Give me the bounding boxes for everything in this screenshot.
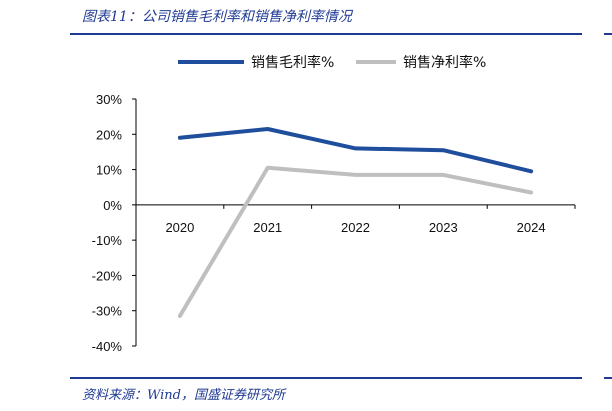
bottom-rule bbox=[70, 377, 582, 379]
x-tick-label: 2020 bbox=[165, 220, 194, 235]
axes: 30% 20% 10% 0% -10% -20% -30% -40% 2020 2021 2022 2… bbox=[92, 92, 576, 354]
source-note: 资料来源：Wind，国盛证券研究所 bbox=[82, 388, 285, 403]
y-tick-label: -30% bbox=[92, 304, 123, 319]
series-group bbox=[177, 127, 534, 318]
legend: 销售毛利率% 销售净利率% bbox=[178, 54, 486, 71]
y-tick-label: -20% bbox=[92, 268, 123, 283]
series-line-1 bbox=[177, 165, 534, 318]
x-tick-label: 2021 bbox=[253, 220, 282, 235]
bottom-rule-extension bbox=[604, 377, 612, 379]
y-tick-label: -10% bbox=[92, 233, 123, 248]
x-tick-label: 2024 bbox=[517, 220, 546, 235]
top-rule bbox=[70, 33, 582, 35]
x-tick-label: 2022 bbox=[341, 220, 370, 235]
y-tick-label: 20% bbox=[96, 127, 122, 142]
y-tick-label: 30% bbox=[96, 92, 122, 107]
series-line-0 bbox=[177, 127, 534, 174]
top-rule-extension bbox=[604, 33, 612, 35]
y-tick-label: -40% bbox=[92, 339, 123, 354]
legend-label-0: 销售毛利率% bbox=[251, 54, 334, 71]
legend-label-1: 销售净利率% bbox=[403, 54, 486, 71]
y-tick-label: 10% bbox=[96, 163, 122, 178]
figure-title: 图表11：公司销售毛利率和销售净利率情况 bbox=[82, 9, 352, 25]
x-tick-label: 2023 bbox=[429, 220, 458, 235]
y-tick-label: 0% bbox=[103, 198, 122, 213]
